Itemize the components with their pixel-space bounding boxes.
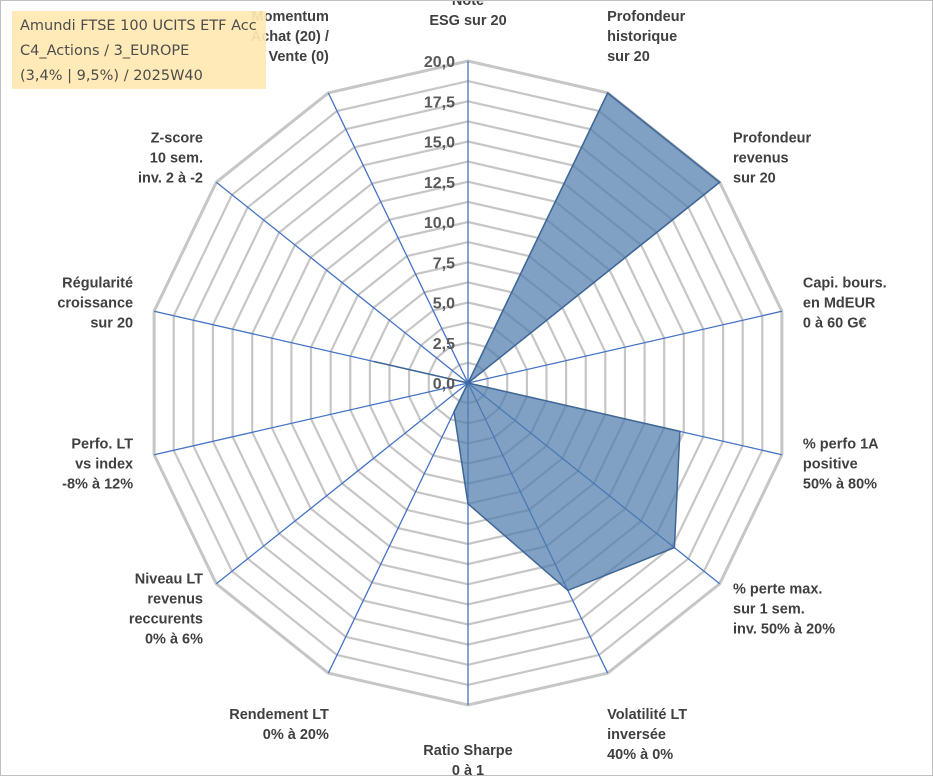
axis-label-line: reccurents (129, 612, 203, 628)
axis-label-line: sur 1 sem. (733, 602, 805, 618)
axis-label: Momentum Achat (20) / Vente (0) (251, 9, 329, 65)
axis-label-line: % perte max. (733, 582, 822, 598)
axis-spoke (327, 92, 469, 384)
series-area (373, 91, 721, 592)
axis-label-line: Ratio Sharpe (423, 743, 512, 759)
axis-label-line: Perfo. LT (71, 437, 133, 453)
fund-info-box: Amundi FTSE 100 UCITS ETF Acc C4_Actions… (12, 11, 266, 89)
axis-label-line: revenus (147, 592, 203, 608)
fund-stats: (3,4% | 9,5%) / 2025W40 (20, 68, 203, 84)
tick-label: 17,5 (424, 94, 455, 111)
axis-label-line: Z-score (151, 130, 203, 146)
axis-label-line: sur 20 (90, 315, 133, 331)
axis-label-line: 50% à 80% (803, 477, 877, 493)
axis-label: Ratio Sharpe 0 à 1 (423, 743, 512, 777)
axis-spoke (153, 382, 469, 456)
axis-label-line: Régularité (62, 275, 133, 291)
axis-label: Z-score 10 sem. inv. 2 à -2 (138, 130, 203, 186)
axis-label-line: Volatilité LT (607, 707, 687, 723)
axis-label-line: Profondeur (733, 130, 811, 146)
axis-spoke (327, 382, 469, 674)
axis-label: Niveau LT revenus reccurents 0% à 6% (129, 572, 203, 648)
axis-spoke (215, 382, 469, 585)
tick-label: 7,5 (433, 255, 455, 272)
radar-series (373, 91, 721, 592)
axis-label: Volatilité LT inversée 40% à 0% (607, 707, 687, 763)
axis-label: Note ESG sur 20 (429, 1, 506, 29)
axis-label-line: 40% à 0% (607, 747, 673, 763)
axis-label-line: revenus (733, 150, 789, 166)
tick-label: 12,5 (424, 175, 455, 192)
radial-tick-labels: 0,0 2,5 5,0 7,5 10,0 12,5 15,0 17,5 20,0 (424, 54, 455, 393)
axis-label-line: Rendement LT (229, 707, 329, 723)
axis-label-line: inv. 2 à -2 (138, 170, 203, 186)
axis-label-line: % perfo 1A (803, 437, 879, 453)
axis-label: % perfo 1A positive 50% à 80% (803, 437, 879, 493)
fund-name: Amundi FTSE 100 UCITS ETF Acc (20, 18, 257, 34)
axis-label-line: croissance (57, 295, 133, 311)
axis-label-line: historique (607, 29, 677, 45)
axis-label-line: positive (803, 457, 858, 473)
axis-label-line: sur 20 (607, 49, 650, 65)
axis-label-line: Momentum (252, 9, 329, 25)
axis-label-line: Vente (0) (268, 49, 329, 65)
axis-label-line: 0% à 6% (145, 632, 203, 648)
axis-label-line: inv. 50% à 20% (733, 622, 835, 638)
axis-label: Perfo. LT vs index -8% à 12% (62, 437, 133, 493)
axis-label-line: 0% à 20% (263, 727, 329, 743)
axis-label-line: Niveau LT (135, 572, 203, 588)
axis-label-line: 0 à 60 G€ (803, 315, 867, 331)
tick-label: 10,0 (424, 215, 455, 232)
axis-label-line: en MdEUR (803, 295, 876, 311)
axis-label-line: Profondeur (607, 9, 685, 25)
axis-label: Profondeur historique sur 20 (607, 9, 685, 65)
tick-label: 20,0 (424, 54, 455, 71)
axis-label: Régularité croissance sur 20 (57, 275, 133, 331)
axis-spoke (467, 310, 783, 384)
axis-label-line: 0 à 1 (452, 763, 484, 777)
axis-label: % perte max. sur 1 sem. inv. 50% à 20% (733, 582, 835, 638)
axis-label-line: 10 sem. (150, 150, 203, 166)
tick-label: 5,0 (433, 296, 455, 313)
axis-label: Capi. bours. en MdEUR 0 à 60 G€ (803, 275, 887, 331)
fund-category: C4_Actions / 3_EUROPE (20, 43, 190, 59)
axis-labels: Note ESG sur 20 Profondeur historique sur 20… (57, 1, 886, 777)
axis-label-line: sur 20 (733, 170, 776, 186)
axis-label-line: vs index (75, 457, 133, 473)
axis-label-line: Achat (20) / (251, 29, 329, 45)
axis-label-line: inversée (607, 727, 666, 743)
axis-label-line: ESG sur 20 (429, 13, 506, 29)
tick-label: 2,5 (433, 336, 455, 353)
axis-label-line: Note (452, 1, 484, 9)
axis-spoke (215, 181, 469, 384)
axis-label: Profondeur revenus sur 20 (733, 130, 811, 186)
axis-label-line: -8% à 12% (62, 477, 133, 493)
axis-label: Rendement LT 0% à 20% (229, 707, 329, 743)
tick-label: 0,0 (433, 376, 455, 393)
axis-label-line: Capi. bours. (803, 275, 887, 291)
tick-label: 15,0 (424, 135, 455, 152)
